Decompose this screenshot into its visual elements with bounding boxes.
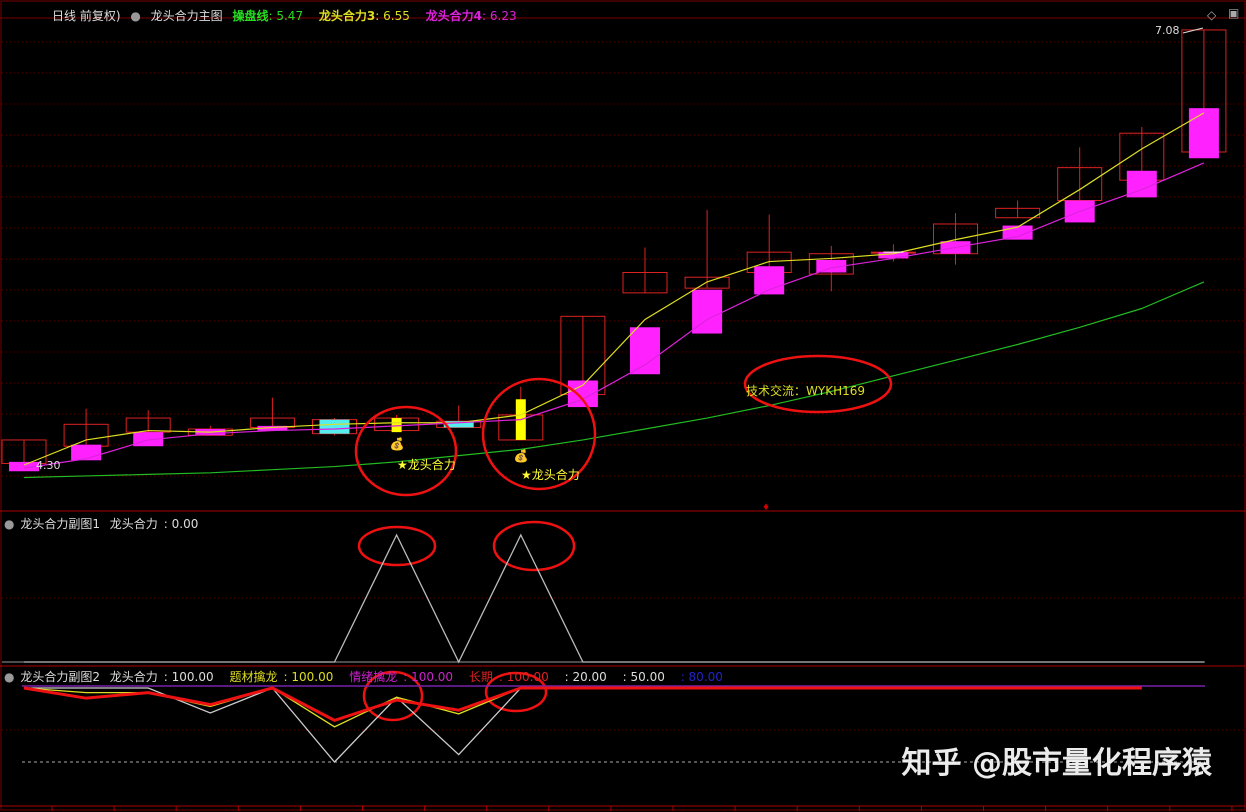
- series-line: [23, 162, 1205, 469]
- highlight-ellipse: [362, 670, 424, 722]
- collapse-icon[interactable]: ●: [130, 9, 141, 23]
- candle-body: [125, 417, 171, 433]
- series-line: [23, 281, 1205, 479]
- candle-body: [684, 276, 730, 289]
- collapse-icon[interactable]: ●: [4, 517, 15, 531]
- sub1-header: ● 龙头合力副图1 龙头合力: 0.00: [4, 515, 210, 532]
- legend-item: 长期: 100.00: [468, 670, 549, 684]
- indicator-bar: [878, 252, 909, 259]
- contact-annotation: 技术交流：WYKH169: [746, 384, 865, 398]
- legend-item: 龙头合力3: 6.55: [318, 9, 410, 23]
- signal-label: ★龙头合力: [397, 458, 456, 472]
- high-price-label: 7.08: [1155, 24, 1180, 37]
- indicator-bar: [443, 421, 474, 428]
- highlight-ellipse: [354, 405, 458, 497]
- series-line: [24, 533, 1204, 664]
- legend-item: 龙头合力: 100.00: [109, 670, 214, 684]
- marker-icon: ♦: [762, 503, 770, 513]
- indicator-bar: [71, 444, 102, 461]
- main-title: 龙头合力主图: [150, 9, 223, 23]
- highlight-ellipse: [492, 520, 576, 572]
- legend-item: 龙头合力: 0.00: [109, 517, 199, 531]
- legend-item: 龙头合力4: 6.23: [425, 9, 517, 23]
- signal-label: ★龙头合力: [521, 468, 580, 482]
- candle-body: [995, 207, 1041, 219]
- series-line: [23, 686, 1142, 722]
- candle-body: [622, 272, 668, 294]
- highlight-ellipse: [484, 671, 548, 713]
- highlight-ellipse: [357, 525, 437, 567]
- legend-item: 操盘线: 5.47: [232, 9, 304, 23]
- main-header: 日线 前复权) ● 龙头合力主图 操盘线: 5.47 龙头合力3: 6.55 龙…: [52, 7, 529, 24]
- legend-item: 题材擒龙: 100.00: [229, 670, 334, 684]
- indicator-bar: [319, 419, 350, 434]
- series-line: [24, 687, 522, 763]
- indicator-bar: [630, 327, 660, 375]
- indicator-bar: [9, 461, 39, 472]
- indicator-bar: [257, 425, 288, 431]
- highlight-ellipse: [743, 354, 893, 414]
- legend-item: : 50.00: [622, 670, 665, 684]
- money-bag-icon: 💰: [514, 449, 529, 463]
- series-line: [23, 112, 1205, 466]
- indicator-bar: [391, 418, 402, 433]
- indicator-bar: [1188, 108, 1219, 159]
- legend-item: 情绪擒龙: 100.00: [349, 670, 454, 684]
- indicator-bar: [816, 259, 847, 273]
- watermark: 知乎 @股市量化程序猿: [901, 746, 1212, 781]
- settings-diamond-icon[interactable]: ◇: [1207, 8, 1217, 22]
- high-arrow: [1182, 27, 1204, 34]
- window-toggle-icon[interactable]: ▣: [1228, 6, 1240, 20]
- low-price-label: 4.30: [36, 459, 61, 472]
- highlight-ellipse: [481, 377, 597, 491]
- legend-item: : 80.00: [680, 670, 723, 684]
- collapse-icon[interactable]: ●: [4, 670, 15, 684]
- period-label: 日线 前复权): [52, 9, 121, 23]
- sub2-title: 龙头合力副图2: [20, 670, 100, 684]
- sub1-title: 龙头合力副图1: [20, 517, 100, 531]
- legend-item: : 20.00: [564, 670, 607, 684]
- sub2-header: ● 龙头合力副图2 龙头合力: 100.00 题材擒龙: 100.00 情绪擒龙…: [4, 668, 735, 685]
- money-bag-icon: 💰: [390, 437, 405, 451]
